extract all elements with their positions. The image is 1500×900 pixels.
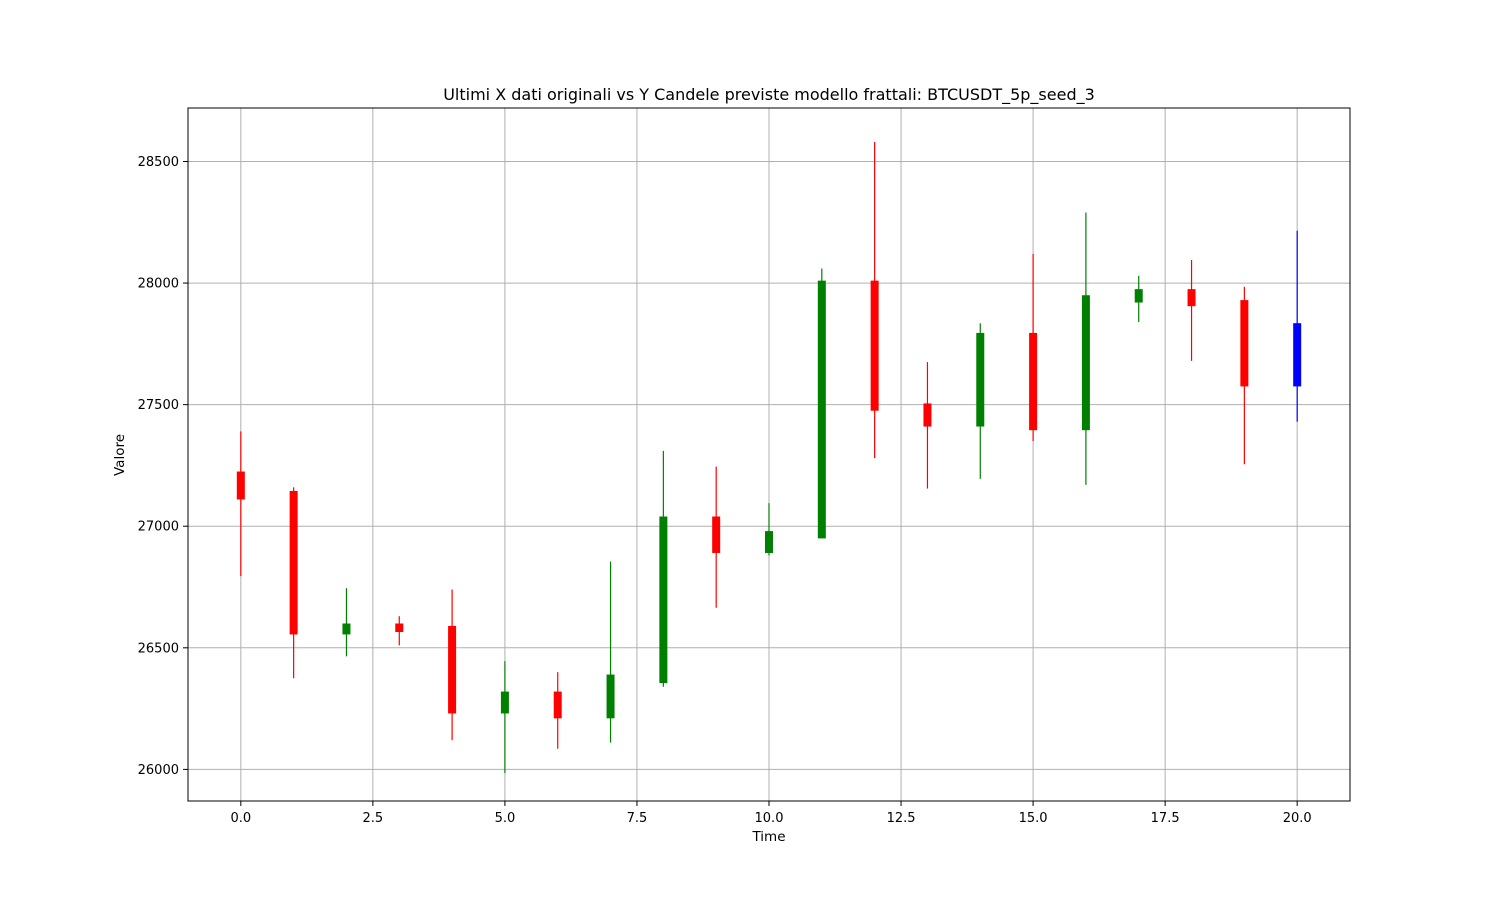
candle <box>1134 275 1143 322</box>
candle-body <box>1240 300 1249 387</box>
y-tick-label: 27000 <box>138 520 179 535</box>
candle-body <box>342 623 351 635</box>
candle <box>976 323 985 479</box>
candle <box>553 672 562 749</box>
y-tick-label: 26500 <box>138 641 179 656</box>
y-tick-label: 28500 <box>138 155 179 170</box>
candle <box>659 450 668 687</box>
candle-body <box>606 674 615 719</box>
candle <box>1029 253 1038 442</box>
candle-body <box>1134 289 1143 303</box>
candle <box>817 268 826 539</box>
candle <box>606 561 615 743</box>
x-tick-label: 12.5 <box>887 811 916 826</box>
candle <box>923 362 932 489</box>
x-tick-label: 20.0 <box>1283 811 1312 826</box>
candle-body <box>765 531 773 553</box>
candle-body <box>1029 332 1038 431</box>
candle <box>712 466 721 608</box>
candle-body <box>976 332 985 427</box>
grid <box>188 108 1350 801</box>
candle-body <box>1187 289 1196 307</box>
x-tick-label: 5.0 <box>495 811 516 826</box>
candle-body <box>553 691 562 719</box>
candle <box>342 588 351 657</box>
x-axis-label: Time <box>751 829 785 845</box>
x-tick-label: 15.0 <box>1019 811 1048 826</box>
candle-body <box>1293 323 1302 387</box>
candle-body <box>870 280 879 411</box>
candle-body <box>817 280 826 539</box>
candle-body <box>289 490 298 635</box>
y-tick-label: 27500 <box>138 398 179 413</box>
candle <box>1081 212 1090 485</box>
candle <box>395 616 404 646</box>
y-axis-ticks: 26000 26500 27000 27500 28000 28500 <box>138 155 188 778</box>
x-tick-label: 10.0 <box>755 811 784 826</box>
candle-body <box>1081 295 1090 431</box>
candle <box>1240 286 1249 465</box>
candle <box>289 487 298 679</box>
y-tick-label: 26000 <box>138 763 179 778</box>
chart-title: Ultimi X dati originali vs Y Candele pre… <box>443 85 1095 105</box>
candle-body <box>712 516 721 553</box>
candle-body <box>500 691 509 714</box>
candle-body <box>659 516 668 684</box>
candle-body <box>395 623 404 633</box>
candle <box>1187 259 1196 361</box>
candle <box>448 589 457 741</box>
y-tick-label: 28000 <box>138 277 179 292</box>
candle <box>236 431 245 577</box>
x-tick-label: 17.5 <box>1151 811 1180 826</box>
candle-body <box>236 471 245 500</box>
x-tick-label: 2.5 <box>363 811 384 826</box>
y-axis-label: Valore <box>112 434 128 476</box>
candle-body <box>448 625 457 714</box>
x-tick-label: 7.5 <box>627 811 648 826</box>
candle <box>765 503 773 556</box>
candle <box>500 661 509 774</box>
candle-body <box>923 403 932 427</box>
candle <box>870 142 879 459</box>
x-axis-ticks: 0.0 2.5 5.0 7.5 10.0 12.5 15.0 17.5 20.0 <box>230 801 1312 826</box>
candles <box>236 142 1302 774</box>
candle <box>1293 230 1302 422</box>
x-tick-label: 0.0 <box>230 811 251 826</box>
